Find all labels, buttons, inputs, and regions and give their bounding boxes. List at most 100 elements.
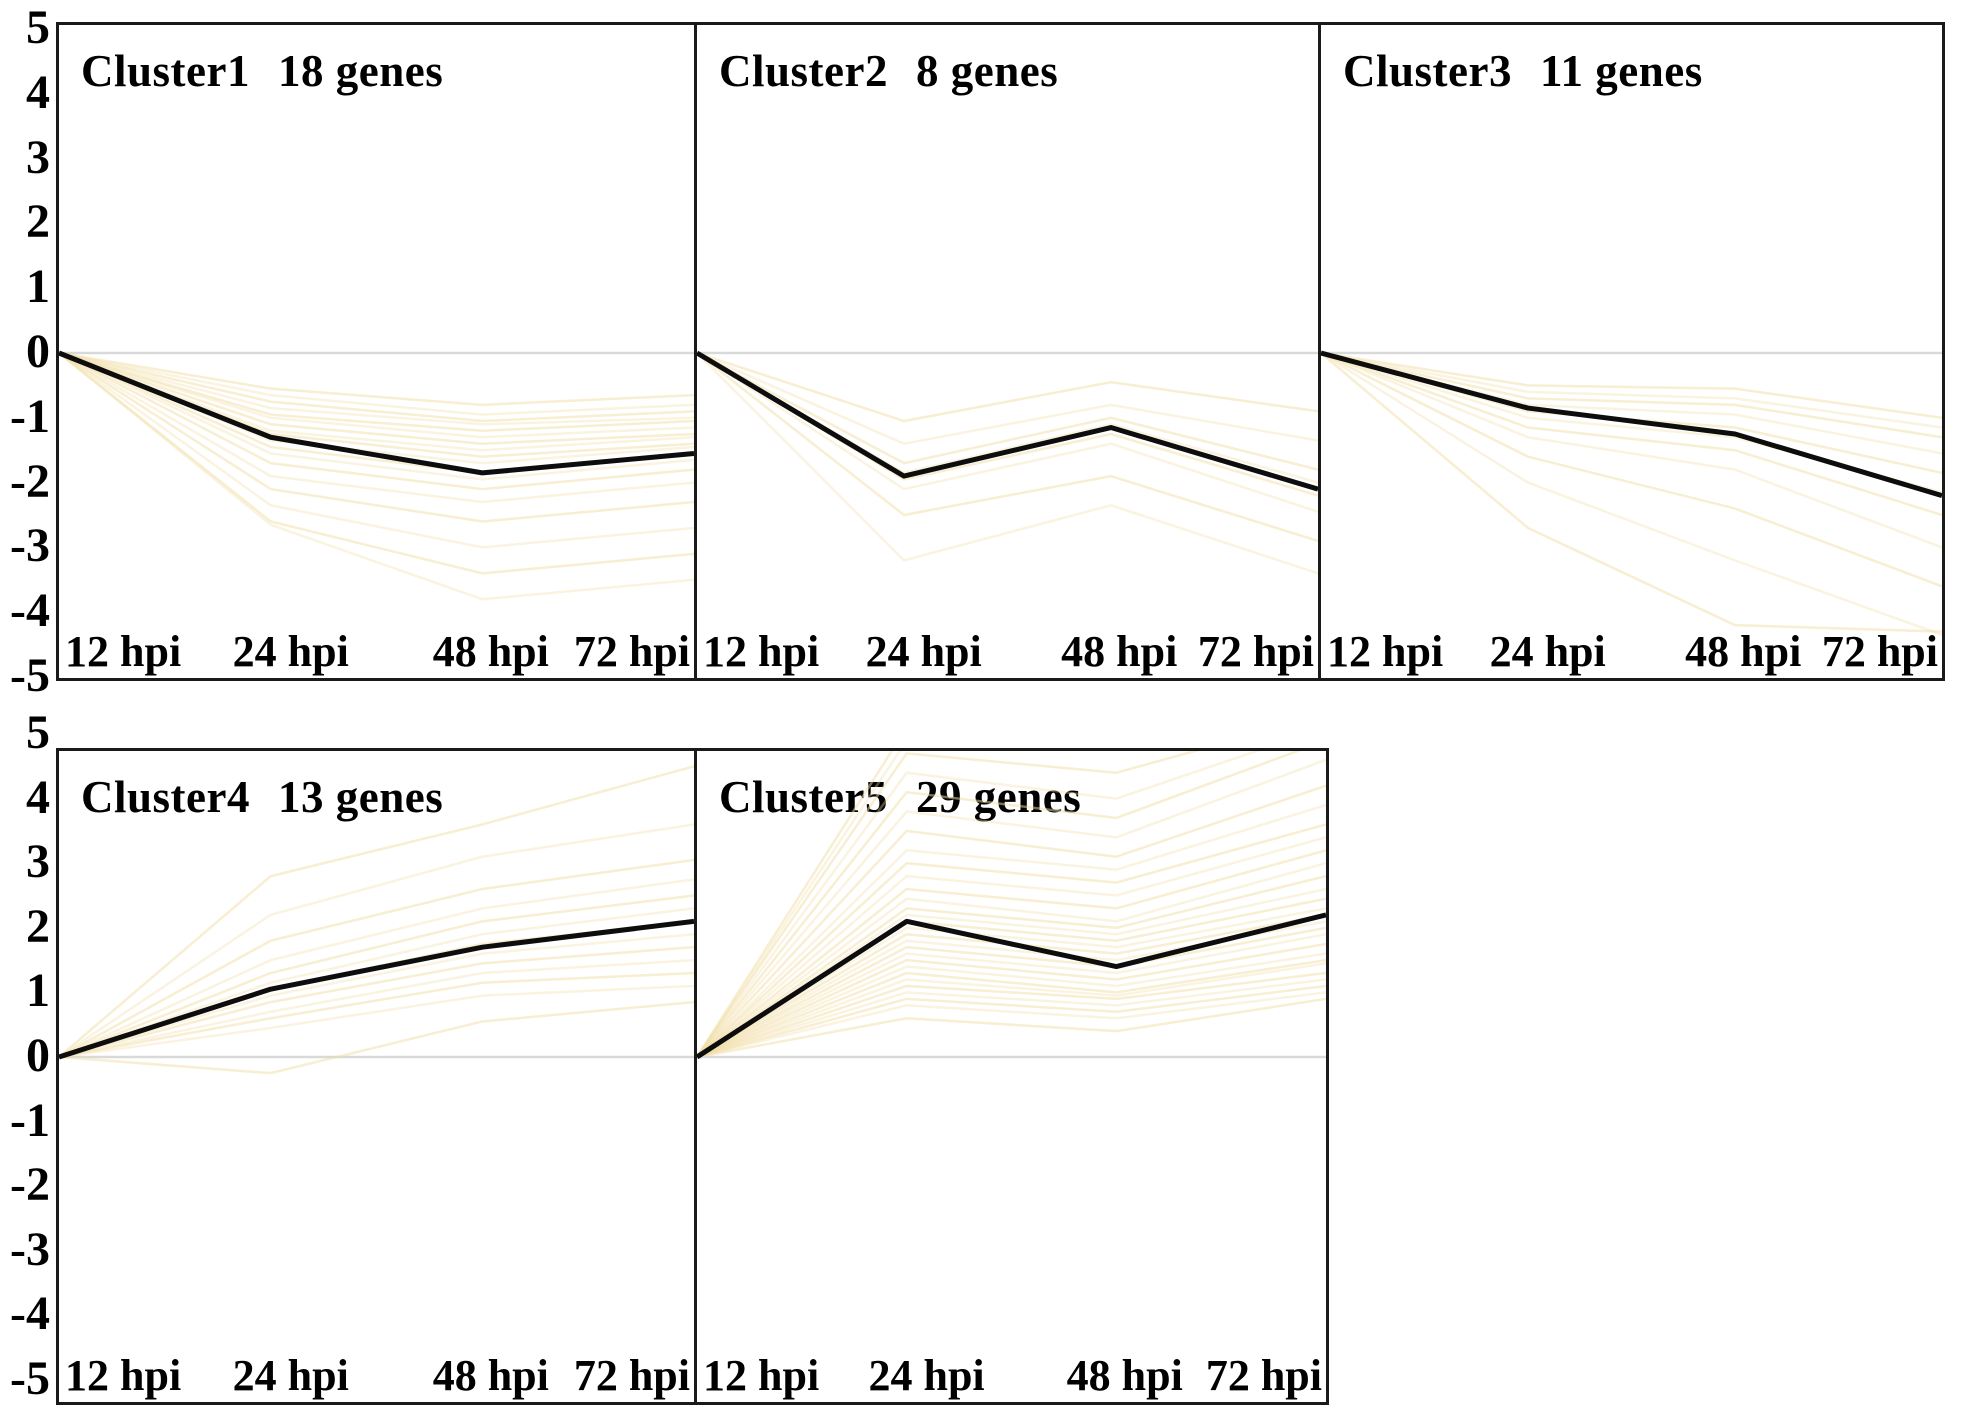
cluster5-panel: Cluster5 29 genes 12 hpi 24 hpi 48 hpi 72 hp…	[694, 748, 1329, 1405]
y-tick-label-row1: 5	[26, 1, 50, 54]
gene-line	[697, 978, 1326, 1059]
gene-line	[697, 952, 1326, 1059]
gene-line	[697, 823, 1326, 1058]
gene-line	[697, 942, 1326, 1059]
y-tick-label-row1: 3	[26, 130, 50, 184]
gene-line	[59, 351, 694, 491]
cluster-mean-line	[59, 350, 694, 476]
gene-line	[697, 751, 1200, 1058]
gene-line	[697, 751, 894, 1058]
gene-line	[697, 849, 1326, 1058]
x-label-72-hpi: 72 hpi	[573, 627, 690, 676]
gene-line	[1321, 351, 1942, 517]
cluster1-plot	[59, 350, 694, 601]
cluster1-name: Cluster1	[81, 46, 250, 96]
cluster2-name: Cluster2	[719, 46, 888, 96]
gene-line	[1321, 351, 1942, 549]
gene-line	[697, 874, 1326, 1059]
gene-line	[59, 351, 694, 416]
cluster3-panel: Cluster3 11 genes 12 hpi 24 hpi 48 hpi 72 hp…	[1318, 22, 1945, 681]
y-tick-label-row2: -1	[10, 1093, 50, 1147]
gene-line	[697, 926, 1326, 1059]
gene-line	[59, 351, 694, 423]
cluster4-plot	[59, 765, 694, 1075]
x-label-12-hpi: 12 hpi	[703, 627, 820, 676]
gene-line	[59, 352, 694, 601]
y-tick-label-row1: 2	[26, 195, 50, 249]
cluster5-name: Cluster5	[719, 772, 888, 822]
gene-line	[1321, 351, 1942, 439]
x-label-12-hpi: 12 hpi	[1327, 627, 1444, 676]
gene-line	[1321, 351, 1942, 429]
cluster2-panel: Cluster2 8 genes 12 hpi 24 hpi 48 hpi 72 hpi	[694, 22, 1321, 681]
gene-line	[59, 352, 694, 575]
gene-line	[697, 352, 1318, 575]
gene-line	[697, 351, 1318, 471]
cluster2-title: Cluster2 8 genes	[719, 45, 1058, 97]
gene-line	[697, 803, 1326, 1058]
y-tick-label-row1: 4	[26, 65, 50, 119]
gene-line	[697, 984, 1326, 1059]
cluster1-panel: Cluster1 18 genes 12 hpi 24 hpi 48 hpi 72 hp…	[56, 22, 697, 681]
gene-line	[59, 351, 694, 549]
gene-line	[697, 958, 1326, 1059]
cluster1-title: Cluster1 18 genes	[81, 45, 443, 97]
gene-line	[59, 351, 694, 481]
gene-line	[59, 351, 694, 439]
gene-line	[697, 887, 1326, 1059]
y-tick-label-row2: 4	[26, 770, 50, 824]
y-tick-label-row2: 3	[26, 835, 50, 889]
y-tick-label-row2: -3	[10, 1222, 50, 1276]
gene-line	[697, 351, 1318, 423]
y-tick-label-row1: 0	[26, 325, 50, 378]
y-tick-label-row2: 5	[26, 706, 50, 759]
cluster-mean-line	[1321, 350, 1942, 498]
cluster-mean-line	[697, 350, 1318, 492]
y-tick-label-row1: -3	[10, 519, 50, 573]
x-label-12-hpi: 12 hpi	[65, 1351, 182, 1400]
gene-line	[59, 351, 694, 452]
gene-line	[59, 351, 694, 407]
gene-line	[697, 351, 1318, 446]
gene-line	[697, 751, 1302, 1058]
gene-line	[59, 351, 694, 523]
gene-line	[59, 858, 694, 1059]
cluster4-name: Cluster4	[81, 772, 250, 822]
x-label-24-hpi: 24 hpi	[868, 1351, 985, 1400]
x-label-24-hpi: 24 hpi	[232, 1351, 349, 1400]
cluster-mean-line	[59, 918, 694, 1060]
x-label-48-hpi: 48 hpi	[432, 1351, 549, 1400]
x-label-24-hpi: 24 hpi	[865, 627, 982, 676]
gene-line	[1321, 351, 1942, 588]
cluster3-name: Cluster3	[1343, 46, 1512, 96]
gene-line	[1321, 351, 1942, 420]
x-label-72-hpi: 72 hpi	[1821, 627, 1938, 676]
gene-line	[697, 352, 1318, 543]
y-tick-label-row2: 1	[26, 964, 50, 1018]
gene-line	[697, 991, 1326, 1059]
x-label-48-hpi: 48 hpi	[1061, 627, 1178, 676]
y-tick-label-row1: 1	[26, 260, 50, 314]
x-label-24-hpi: 24 hpi	[1489, 627, 1606, 676]
cluster2-plot	[697, 350, 1318, 575]
cluster1-gene-count: 18 genes	[277, 46, 444, 96]
gene-line	[59, 765, 694, 1058]
gene-line	[59, 1000, 694, 1075]
x-label-48-hpi: 48 hpi	[1066, 1351, 1183, 1400]
x-label-72-hpi: 72 hpi	[573, 1351, 690, 1400]
y-tick-label-row1: -2	[10, 454, 50, 508]
gene-line	[59, 351, 694, 433]
cluster4-gene-count: 13 genes	[277, 772, 444, 822]
x-label-72-hpi: 72 hpi	[1197, 627, 1314, 676]
cluster-mean-line	[697, 912, 1326, 1060]
x-label-48-hpi: 48 hpi	[1685, 627, 1802, 676]
gene-line	[59, 933, 694, 1059]
y-tick-label-row2: -5	[10, 1352, 50, 1405]
y-tick-label-row1: -1	[10, 389, 50, 443]
x-label-48-hpi: 48 hpi	[432, 627, 549, 676]
cluster3-title: Cluster3 11 genes	[1343, 45, 1703, 97]
gene-line	[697, 861, 1326, 1058]
gene-line	[697, 751, 1261, 1058]
cluster2-gene-count: 8 genes	[915, 46, 1059, 96]
gene-line	[697, 836, 1326, 1058]
